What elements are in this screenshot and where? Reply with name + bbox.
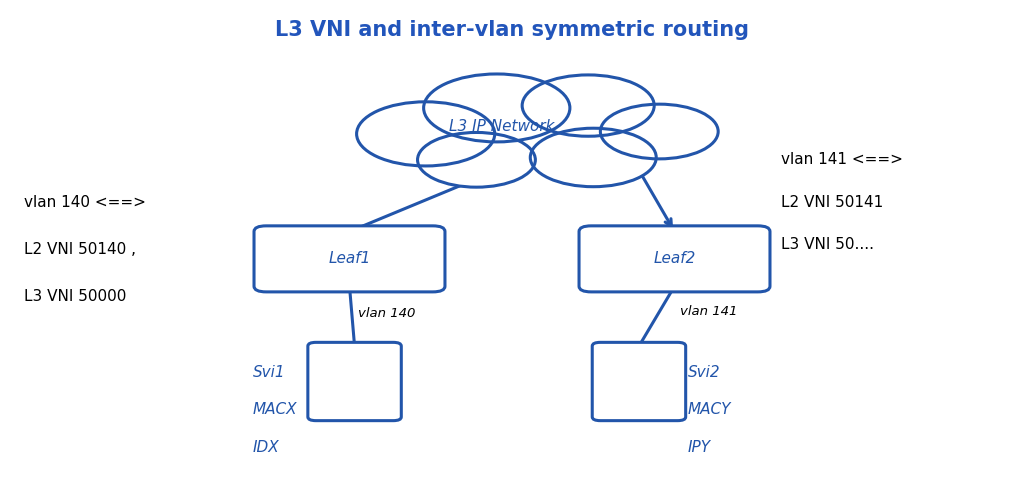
Text: L3 IP Network: L3 IP Network: [450, 120, 555, 134]
Circle shape: [424, 74, 570, 142]
Text: L2 VNI 50140 ,: L2 VNI 50140 ,: [25, 242, 136, 257]
Text: vlan 141: vlan 141: [680, 305, 737, 318]
FancyBboxPatch shape: [592, 342, 686, 420]
FancyBboxPatch shape: [579, 226, 770, 292]
Text: L2 VNI 50141: L2 VNI 50141: [781, 195, 884, 210]
Text: L3 VNI 50....: L3 VNI 50....: [781, 237, 874, 252]
Text: L3 VNI 50000: L3 VNI 50000: [25, 289, 127, 304]
Circle shape: [356, 102, 495, 166]
Circle shape: [522, 75, 654, 136]
Circle shape: [600, 104, 718, 159]
Text: IPY: IPY: [688, 440, 711, 455]
Text: vlan 140 <==>: vlan 140 <==>: [25, 195, 146, 210]
FancyBboxPatch shape: [308, 342, 401, 420]
Text: MACY: MACY: [688, 402, 731, 417]
Text: vlan 140: vlan 140: [357, 307, 415, 320]
Circle shape: [418, 132, 536, 187]
Text: Leaf1: Leaf1: [329, 252, 371, 266]
Text: Svi2: Svi2: [688, 365, 720, 380]
Circle shape: [530, 128, 656, 187]
FancyBboxPatch shape: [254, 226, 445, 292]
Text: IDX: IDX: [253, 440, 280, 455]
Text: MACX: MACX: [253, 402, 298, 417]
Text: Leaf2: Leaf2: [653, 252, 695, 266]
Text: Svi1: Svi1: [253, 365, 286, 380]
Text: L3 VNI and inter-vlan symmetric routing: L3 VNI and inter-vlan symmetric routing: [275, 20, 749, 40]
Text: vlan 141 <==>: vlan 141 <==>: [781, 152, 903, 168]
